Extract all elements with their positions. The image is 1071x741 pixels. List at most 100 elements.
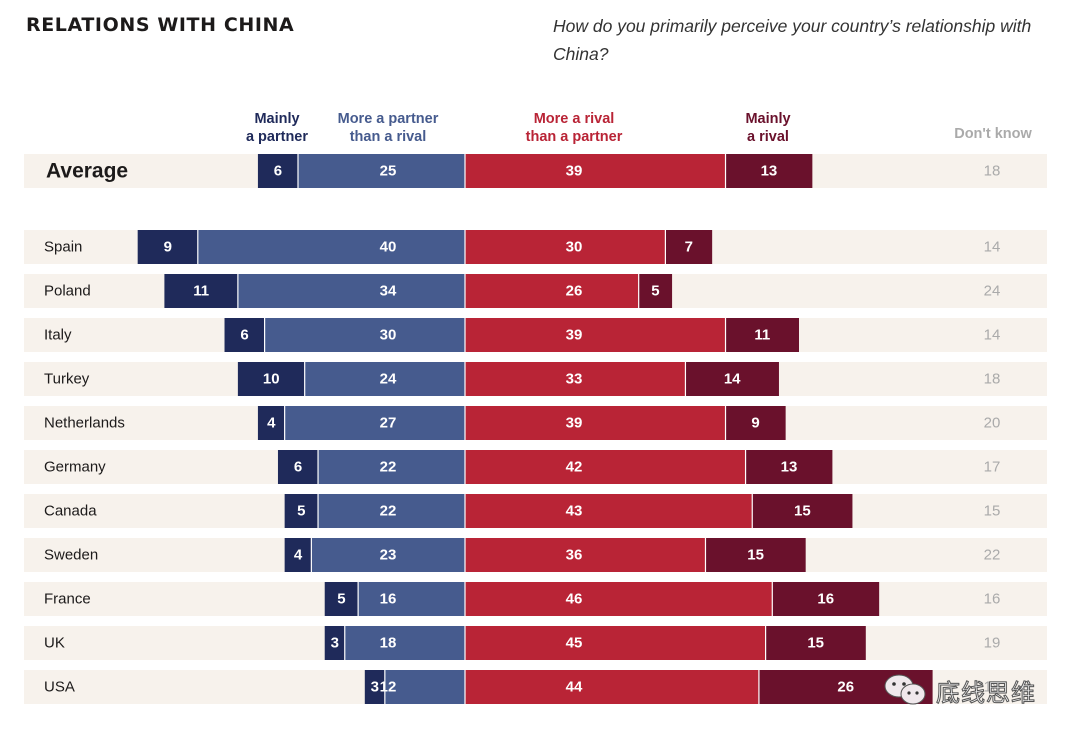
value-label-dont-know: 14: [984, 239, 1001, 256]
legend-label-line: than a partner: [525, 129, 623, 145]
bar-mainly-rival: [638, 274, 673, 308]
value-label-mainly-partner: 10: [263, 371, 280, 388]
value-label-mainly-partner: 6: [274, 163, 282, 180]
legend-item-more-partner: More a partner than a rival: [288, 110, 488, 146]
value-label-dont-know: 17: [984, 459, 1001, 476]
value-label-more-partner: 22: [380, 503, 397, 520]
bar-more-partner: [298, 154, 465, 188]
value-label-mainly-partner: 3: [371, 679, 379, 696]
value-label-more-rival: 33: [566, 371, 583, 388]
value-label-more-partner: 24: [380, 371, 397, 388]
value-label-mainly-rival: 9: [751, 415, 759, 432]
watermark: 底线思维: [882, 672, 1036, 708]
bar-mainly-rival: [745, 450, 833, 484]
value-label-mainly-partner: 6: [240, 327, 248, 344]
value-label-more-rival: 46: [566, 591, 583, 608]
bar-mainly-rival: [765, 626, 866, 660]
country-label: France: [44, 591, 91, 608]
bar-mainly-rival: [685, 362, 779, 396]
bar-more-rival: [465, 362, 686, 396]
value-label-more-partner: 22: [380, 459, 397, 476]
value-label-more-rival: 44: [566, 679, 583, 696]
bar-mainly-partner: [224, 318, 265, 352]
value-label-more-rival: 39: [566, 415, 583, 432]
value-label-mainly-partner: 4: [294, 547, 303, 564]
country-label: USA: [44, 679, 75, 696]
bar-mainly-partner: [257, 154, 298, 188]
bar-more-rival: [465, 274, 639, 308]
bar-mainly-partner: [277, 450, 319, 484]
bar-mainly-rival: [705, 538, 806, 572]
value-label-mainly-rival: 13: [761, 163, 778, 180]
bar-mainly-rival: [725, 154, 813, 188]
value-label-mainly-partner: 11: [193, 283, 209, 300]
country-label: UK: [44, 635, 65, 652]
country-label: Poland: [44, 283, 91, 300]
watermark-text: 底线思维: [936, 678, 1036, 707]
bar-more-rival: [465, 494, 753, 528]
value-label-more-rival: 45: [566, 635, 583, 652]
legend-label-line: Mainly: [254, 111, 300, 127]
bar-mainly-partner: [324, 582, 359, 616]
value-label-more-partner: 40: [380, 239, 397, 256]
bar-more-rival: [465, 450, 746, 484]
value-label-more-rival: 39: [566, 327, 583, 344]
value-label-more-partner: 23: [380, 547, 397, 564]
legend-label-line: More a partner: [337, 111, 439, 127]
value-label-mainly-rival: 26: [837, 679, 854, 696]
average-label: Average: [46, 160, 128, 183]
bar-mainly-rival: [752, 494, 853, 528]
value-label-mainly-rival: 7: [685, 239, 693, 256]
legend-item-more-rival: More a rival than a partner: [474, 110, 674, 146]
country-label: Germany: [44, 459, 106, 476]
legend-label-line: a rival: [747, 129, 789, 145]
bar-mainly-partner: [237, 362, 305, 396]
value-label-dont-know: 14: [984, 327, 1001, 344]
value-label-dont-know: 16: [984, 591, 1001, 608]
bar-more-partner: [358, 582, 465, 616]
value-label-mainly-rival: 15: [747, 547, 764, 564]
value-label-dont-know: 18: [984, 163, 1001, 180]
value-label-dont-know: 18: [984, 371, 1001, 388]
value-label-mainly-rival: 15: [807, 635, 824, 652]
value-label-mainly-partner: 4: [267, 415, 276, 432]
value-label-mainly-rival: 5: [651, 283, 659, 300]
chart-title: RELATIONS WITH CHINA: [26, 14, 295, 36]
bar-mainly-partner: [257, 406, 285, 440]
wechat-icon: [884, 674, 926, 705]
country-label: Sweden: [44, 547, 98, 564]
bar-more-rival: [465, 582, 773, 616]
value-label-mainly-rival: 16: [817, 591, 834, 608]
value-label-mainly-rival: 13: [781, 459, 798, 476]
value-label-more-partner: 30: [380, 327, 397, 344]
legend-item-mainly-partner: Mainly a partner: [177, 110, 377, 146]
bar-more-rival: [465, 154, 726, 188]
value-label-mainly-partner: 5: [337, 591, 345, 608]
legend-item-mainly-rival: Mainly a rival: [668, 110, 868, 146]
legend-label-line: More a rival: [533, 111, 615, 127]
value-label-mainly-rival: 15: [794, 503, 811, 520]
bar-mainly-rival: [725, 406, 786, 440]
value-label-mainly-partner: 3: [331, 635, 339, 652]
bar-more-rival: [465, 538, 706, 572]
legend-item-dont-know: Don't know: [893, 125, 1071, 143]
value-label-mainly-partner: 9: [164, 239, 172, 256]
country-label: Spain: [44, 239, 82, 256]
bar-mainly-partner: [324, 626, 345, 660]
value-label-more-partner: 34: [380, 283, 397, 300]
legend-label-line: a partner: [245, 129, 309, 145]
bar-more-rival: [465, 626, 766, 660]
bar-more-partner: [304, 362, 465, 396]
value-label-more-rival: 36: [566, 547, 583, 564]
value-label-more-rival: 30: [566, 239, 583, 256]
bar-more-partner: [237, 274, 465, 308]
value-label-mainly-rival: 14: [724, 371, 741, 388]
bar-more-partner: [344, 626, 465, 660]
bar-more-partner: [318, 450, 465, 484]
country-label: Italy: [44, 327, 72, 344]
bar-more-partner: [264, 318, 465, 352]
country-label: Turkey: [44, 371, 90, 388]
bar-mainly-partner: [364, 670, 385, 704]
value-label-more-rival: 39: [566, 163, 583, 180]
